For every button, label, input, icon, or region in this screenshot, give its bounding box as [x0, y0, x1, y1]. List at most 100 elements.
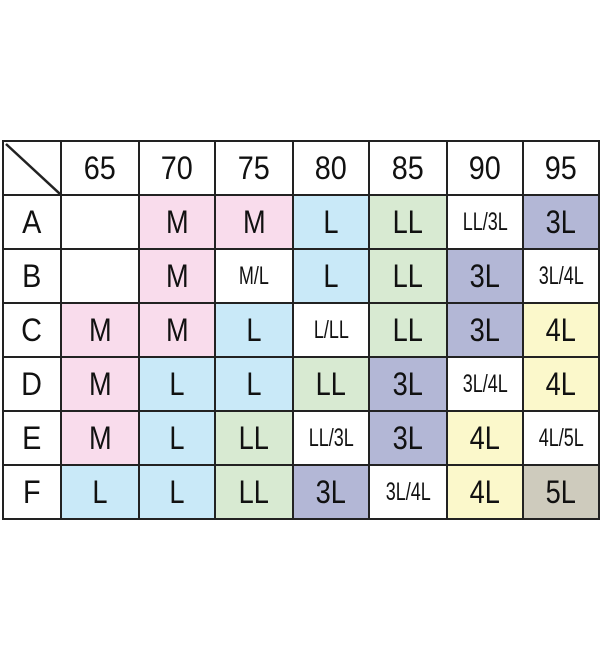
size-value: 4L — [545, 311, 577, 348]
size-chart-table: 65 70 75 80 85 90 95 A M M L LL LL/3L 3L B M M/L L LL 3L 3L/… — [2, 140, 600, 520]
row-header: C — [4, 304, 62, 358]
size-value: L — [323, 257, 339, 294]
size-value: M — [165, 203, 189, 240]
row-header-label: D — [21, 365, 43, 402]
size-cell: 3L — [294, 466, 370, 520]
size-cell: M/L — [216, 250, 294, 304]
size-value: L — [169, 473, 185, 510]
column-header: 85 — [370, 142, 448, 196]
size-cell: L — [216, 358, 294, 412]
size-cell: LL — [216, 412, 294, 466]
size-cell: LL — [370, 250, 448, 304]
size-value: M — [165, 311, 189, 348]
size-value: LL — [238, 419, 270, 456]
row-header-label: B — [22, 257, 42, 294]
size-cell: 3L — [448, 250, 524, 304]
size-value: L — [246, 365, 262, 402]
size-cell: M — [62, 304, 140, 358]
size-value: LL — [392, 203, 424, 240]
size-cell: 3L/4L — [370, 466, 448, 520]
size-value: LL — [315, 365, 347, 402]
size-value: LL — [392, 311, 424, 348]
size-cell: 4L — [448, 466, 524, 520]
size-value: 3L/4L — [538, 261, 584, 290]
size-value: 3L — [545, 203, 577, 240]
size-cell: 4L — [524, 358, 600, 412]
size-value: 3L/4L — [462, 369, 508, 398]
size-cell: 4L/5L — [524, 412, 600, 466]
size-cell — [62, 196, 140, 250]
size-cell: M — [62, 358, 140, 412]
row-header-label: C — [21, 311, 43, 348]
size-value: 4L/5L — [538, 423, 584, 452]
size-value: L — [246, 311, 262, 348]
size-cell: LL — [294, 358, 370, 412]
size-cell: 4L — [524, 304, 600, 358]
size-value: 3L — [469, 257, 501, 294]
row-header: A — [4, 196, 62, 250]
size-cell: L — [294, 250, 370, 304]
size-value: L/LL — [313, 315, 349, 344]
diagonal-divider — [5, 143, 60, 194]
size-cell: 3L — [524, 196, 600, 250]
size-cell: L — [140, 412, 216, 466]
size-cell: L/LL — [294, 304, 370, 358]
size-value: 5L — [545, 473, 577, 510]
size-value: L — [169, 419, 185, 456]
size-value: M — [242, 203, 266, 240]
size-cell — [62, 250, 140, 304]
size-cell: M — [140, 250, 216, 304]
row-header: F — [4, 466, 62, 520]
column-header-label: 70 — [160, 149, 194, 186]
column-header-label: 80 — [314, 149, 348, 186]
column-header: 75 — [216, 142, 294, 196]
size-cell: L — [216, 304, 294, 358]
column-header: 95 — [524, 142, 600, 196]
size-cell: LL/3L — [294, 412, 370, 466]
size-cell: LL — [370, 304, 448, 358]
column-header-label: 85 — [391, 149, 425, 186]
size-value: M — [88, 311, 112, 348]
column-header: 90 — [448, 142, 524, 196]
size-cell: 3L — [370, 358, 448, 412]
size-value: LL/3L — [308, 423, 354, 452]
column-header-label: 75 — [237, 149, 271, 186]
size-value: LL — [392, 257, 424, 294]
size-cell: L — [62, 466, 140, 520]
size-value: L — [92, 473, 108, 510]
size-value: LL — [238, 473, 270, 510]
size-value: L — [323, 203, 339, 240]
size-value: 3L — [392, 419, 424, 456]
corner-cell — [4, 142, 62, 196]
size-cell: 3L/4L — [448, 358, 524, 412]
size-value: M — [88, 419, 112, 456]
column-header: 65 — [62, 142, 140, 196]
size-cell: 3L — [370, 412, 448, 466]
size-cell: L — [140, 358, 216, 412]
row-header-label: A — [22, 203, 42, 240]
size-cell: M — [216, 196, 294, 250]
size-cell: LL — [370, 196, 448, 250]
size-value: 3L/4L — [385, 477, 431, 506]
size-cell: M — [140, 304, 216, 358]
row-header: B — [4, 250, 62, 304]
size-cell: M — [140, 196, 216, 250]
size-value: M — [165, 257, 189, 294]
row-header: D — [4, 358, 62, 412]
column-header-label: 65 — [83, 149, 117, 186]
row-header-label: F — [23, 473, 41, 510]
size-value: 3L — [315, 473, 347, 510]
size-cell: 3L/4L — [524, 250, 600, 304]
size-value: M — [88, 365, 112, 402]
size-cell: 4L — [448, 412, 524, 466]
size-value: 3L — [469, 311, 501, 348]
size-value: L — [169, 365, 185, 402]
column-header: 80 — [294, 142, 370, 196]
size-cell: LL — [216, 466, 294, 520]
row-header-label: E — [22, 419, 42, 456]
size-cell: 5L — [524, 466, 600, 520]
size-cell: LL/3L — [448, 196, 524, 250]
row-header: E — [4, 412, 62, 466]
size-value: 3L — [392, 365, 424, 402]
size-value: 4L — [469, 473, 501, 510]
